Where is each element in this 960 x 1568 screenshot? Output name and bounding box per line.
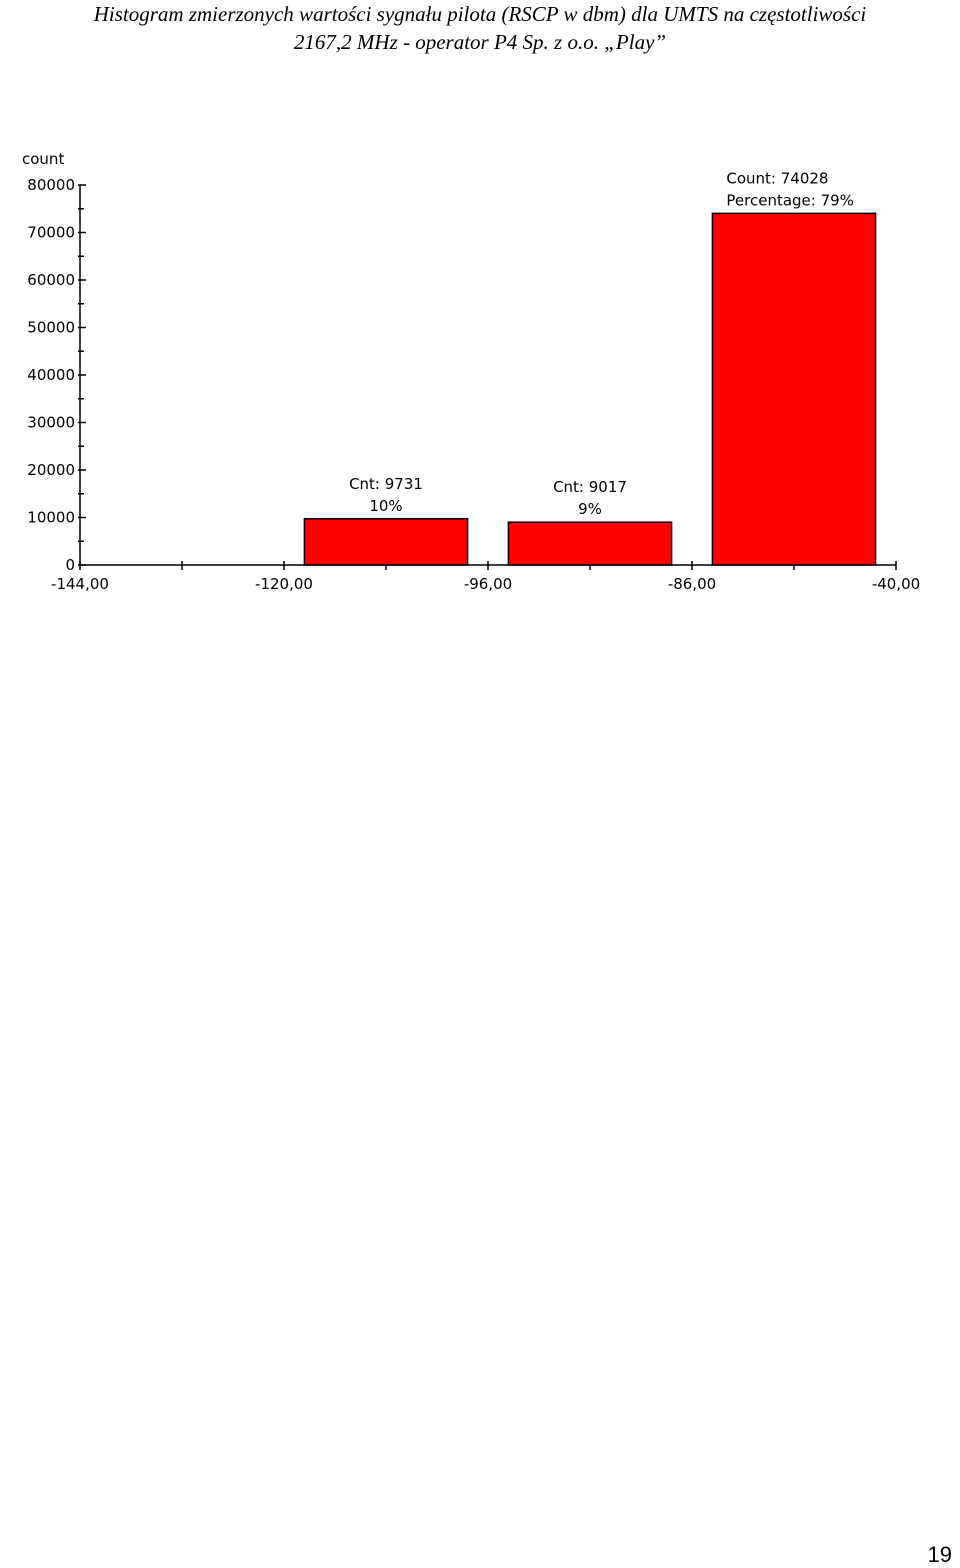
bar-data-label: 10%	[369, 497, 402, 515]
histogram-bar	[711, 212, 877, 566]
bar-data-label: 9%	[578, 500, 602, 518]
bar-data-label: Percentage: 79%	[726, 191, 854, 209]
histogram-chart: count 0 10000 20000 30000 40000 50000 60000 7000…	[22, 150, 920, 593]
y-axis-label: count	[22, 150, 64, 168]
document-title: Histogram zmierzonych wartości sygnału p…	[0, 0, 960, 56]
title-line-2: 2167,2 MHz - operator P4 Sp. z o.o. „Pla…	[293, 30, 667, 54]
y-tick-label: 30000	[27, 414, 75, 432]
x-tick-label: -40,00	[872, 575, 920, 593]
title-line-1: Histogram zmierzonych wartości sygnału p…	[93, 2, 867, 26]
histogram-bar	[507, 521, 673, 566]
y-tick-label: 40000	[27, 366, 75, 384]
x-tick-label: -86,00	[668, 575, 716, 593]
histogram-bar	[303, 518, 469, 566]
y-tick-label: 60000	[27, 271, 75, 289]
bar-data-label: Cnt: 9017	[553, 478, 627, 496]
bar-data-label: Cnt: 9731	[349, 475, 423, 493]
x-tick-label: -144,00	[51, 575, 109, 593]
y-tick-label: 80000	[27, 176, 75, 194]
y-tick-label: 10000	[27, 509, 75, 527]
bar-data-label: Count: 74028	[726, 169, 828, 187]
y-tick-label: 50000	[27, 319, 75, 337]
y-tick-label: 0	[65, 556, 75, 574]
x-tick-label: -120,00	[255, 575, 313, 593]
page-number: 19	[927, 1542, 952, 1567]
y-tick-label: 70000	[27, 224, 75, 242]
x-tick-label: -96,00	[464, 575, 512, 593]
y-tick-label: 20000	[27, 461, 75, 479]
